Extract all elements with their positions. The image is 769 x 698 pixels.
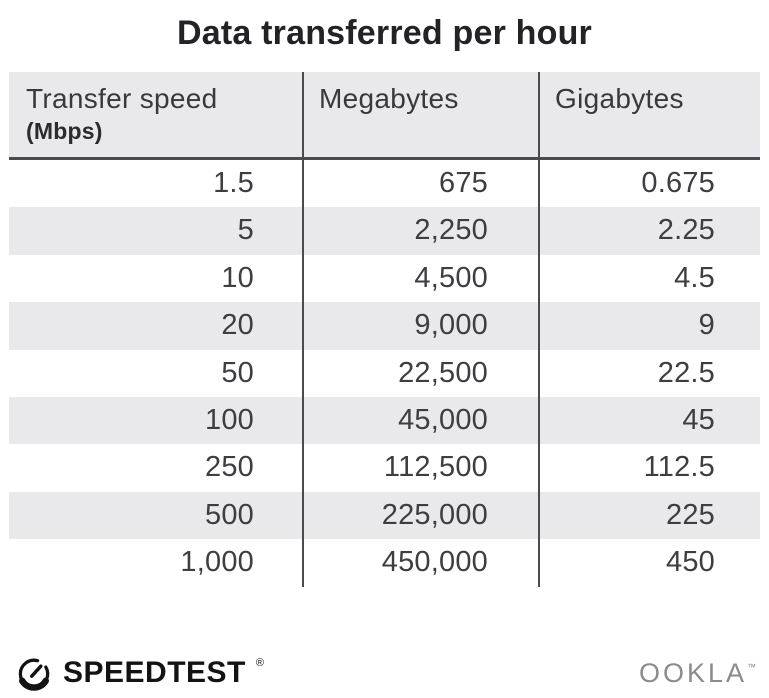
table-cell: 450: [538, 539, 760, 587]
table-cell: 112.5: [538, 444, 760, 492]
speedtest-logo: SPEEDTEST ®: [14, 653, 264, 693]
table-cell: 1.5: [213, 167, 254, 199]
data-table: Transfer speed (Mbps) Megabytes Gigabyte…: [9, 72, 760, 587]
table-cell: 0.675: [538, 160, 760, 208]
table-cell: 45,000: [302, 396, 538, 445]
table-cell: 20: [221, 309, 254, 342]
header-cell-transfer-speed: Transfer speed (Mbps): [9, 72, 302, 157]
table-cell: 112,500: [302, 444, 538, 492]
header-label: Gigabytes: [555, 83, 684, 114]
header-cell-gigabytes: Gigabytes: [538, 72, 760, 157]
table-cell: 250: [205, 451, 254, 484]
speedtest-gauge-icon: [14, 653, 54, 693]
table-cell: 675: [302, 160, 538, 208]
table-cell: 22.5: [538, 349, 760, 397]
ookla-wordmark: OOKLA: [638, 658, 747, 688]
header-cell-megabytes: Megabytes: [302, 72, 538, 157]
table-row: 50 22,500 22.5: [9, 349, 760, 397]
table-body: 1.5 675 0.675 5 2,250 2.25 10 4,500 4.5 20 9,000 9 5…: [9, 160, 760, 587]
table-cell: 50: [221, 356, 254, 389]
table-cell: 22,500: [302, 349, 538, 397]
table-cell: 450,000: [302, 539, 538, 587]
registered-trademark-icon: ®: [255, 657, 264, 669]
table-row: 20 9,000 9: [9, 302, 760, 350]
table-row: 10 4,500 4.5: [9, 254, 760, 303]
table-cell: 1,000: [180, 546, 254, 579]
table-cell: 225,000: [302, 491, 538, 540]
table-header-row: Transfer speed (Mbps) Megabytes Gigabyte…: [9, 72, 760, 160]
table-cell: 9: [538, 302, 760, 350]
trademark-icon: ™: [747, 662, 756, 672]
ookla-logo: OOKLA™: [639, 658, 756, 689]
speedtest-wordmark: SPEEDTEST: [63, 656, 246, 689]
header-label: Megabytes: [319, 83, 459, 114]
table-row: 1.5 675 0.675: [9, 160, 760, 208]
table-row: 1,000 450,000 450: [9, 539, 760, 587]
table-cell: 4,500: [302, 254, 538, 303]
header-label: Transfer speed: [26, 83, 218, 114]
table-cell: 2,250: [302, 207, 538, 255]
table-cell: 225: [538, 491, 760, 540]
table-cell: 4.5: [538, 254, 760, 303]
table-cell: 2.25: [538, 207, 760, 255]
table-cell: 5: [237, 214, 254, 247]
header-sublabel: (Mbps): [26, 118, 103, 144]
page-title: Data transferred per hour: [177, 14, 592, 52]
table-cell: 100: [205, 403, 254, 436]
table-cell: 10: [221, 261, 254, 294]
table-cell: 500: [205, 498, 254, 531]
table-row: 500 225,000 225: [9, 491, 760, 540]
table-row: 250 112,500 112.5: [9, 444, 760, 492]
table-cell: 9,000: [302, 302, 538, 350]
table-cell: 45: [538, 396, 760, 445]
table-row: 5 2,250 2.25: [9, 207, 760, 255]
table-row: 100 45,000 45: [9, 396, 760, 445]
